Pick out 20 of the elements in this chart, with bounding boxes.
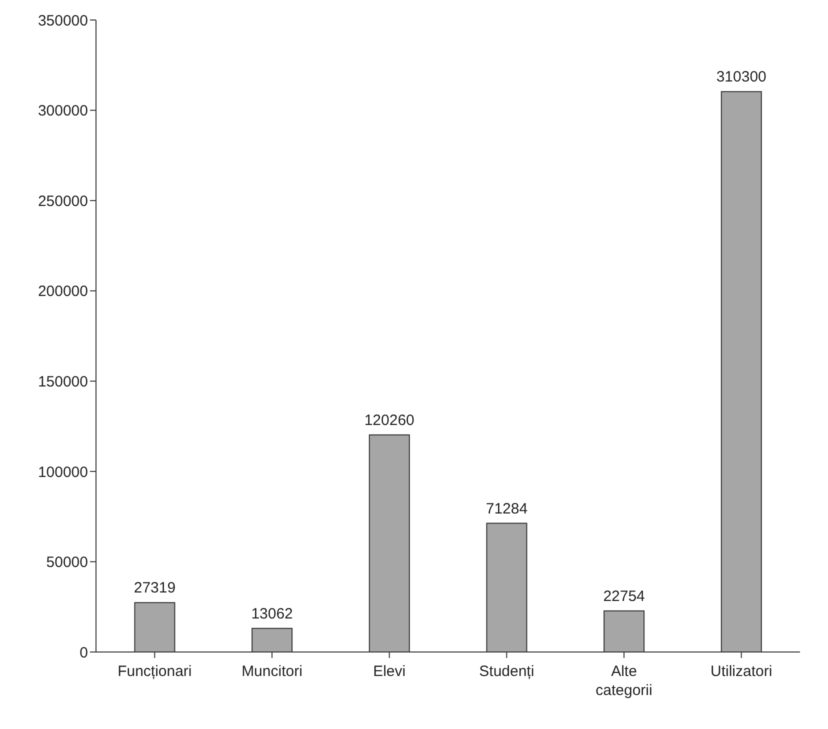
y-tick-label: 0 [80, 644, 88, 662]
x-tick-label: Elevi [373, 663, 406, 680]
y-tick-label: 50000 [46, 554, 88, 572]
data-label: 22754 [603, 588, 645, 605]
data-label: 13062 [251, 605, 293, 622]
data-label: 310300 [716, 68, 766, 86]
x-tick-label: Studenți [479, 663, 534, 680]
x-tick-label: Alte categorii [596, 663, 652, 699]
data-label: 71284 [486, 500, 528, 518]
y-tick-label: 350000 [38, 12, 88, 30]
x-tick-label: Utilizatori [710, 663, 772, 680]
y-tick-label: 300000 [38, 102, 88, 120]
x-tick-label: Muncitori [242, 663, 302, 680]
data-label: 120260 [364, 412, 414, 429]
y-tick-label: 150000 [38, 373, 88, 390]
data-label: 27319 [134, 580, 176, 597]
y-tick-label: 100000 [38, 464, 88, 481]
y-tick-label: 200000 [38, 283, 88, 300]
y-tick-label: 250000 [38, 192, 88, 210]
x-tick-label: Funcționari [118, 663, 192, 680]
